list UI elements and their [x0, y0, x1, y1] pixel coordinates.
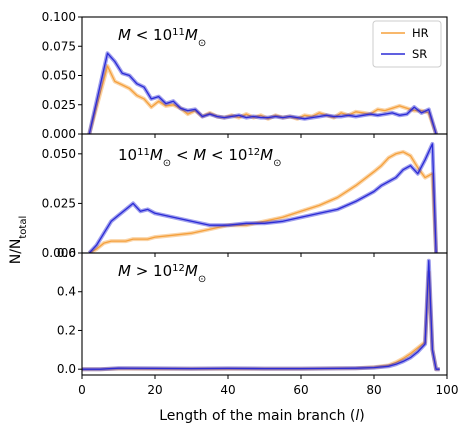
x-tick-label: 20	[147, 383, 162, 397]
series-hr-line	[82, 271, 440, 370]
panel-3-label: M > 1012M⊙	[118, 262, 206, 285]
series-hr-band	[87, 64, 438, 134]
legend-box	[372, 20, 442, 68]
series-sr-line	[88, 52, 437, 134]
legend-label-sr: SR	[412, 47, 427, 61]
y-axis-label: N/Ntotal	[8, 216, 29, 265]
y-tick-label: 0.4	[57, 285, 76, 299]
legend-label-hr: HR	[412, 26, 429, 40]
y-tick-label: 0.2	[57, 323, 76, 337]
y-tick-label: 0.0	[57, 362, 76, 376]
panel-3: 0.0 0.2 0.4 0.6 0 20 40 60 80 100	[57, 246, 459, 397]
y-tick-label: 0.6	[57, 246, 76, 260]
series-hr-panel-2	[88, 149, 439, 253]
series-sr-panel-2	[87, 141, 439, 253]
y-tick-label: 0.000	[42, 246, 76, 260]
panel-2: 0.000 0.025 0.050	[42, 133, 448, 260]
y-tick-label: 0.050	[42, 147, 76, 161]
y-tick-label: 0.075	[42, 39, 76, 53]
y-tick-label: 0.025	[42, 98, 76, 112]
x-tick-label: 60	[293, 383, 308, 397]
y-tick-label: 0.050	[42, 69, 76, 83]
panel-1-label: M < 1011M⊙	[118, 26, 206, 49]
x-tick-label: 0	[78, 383, 86, 397]
series-hr-line	[88, 151, 437, 253]
y-tick-label: 0.000	[42, 127, 76, 141]
legend: HR SR	[372, 20, 442, 68]
y-tick-label: 0.025	[42, 196, 76, 210]
series-hr-panel-1	[87, 64, 438, 134]
series-hr-line	[88, 65, 437, 134]
x-axis-label: Length of the main branch (l)	[159, 408, 364, 424]
series-sr-panel-3	[82, 258, 440, 372]
panel-2-label: 1011M⊙ < M < 1012M⊙	[118, 146, 282, 169]
x-tick-label: 40	[220, 383, 235, 397]
series-hr-band	[88, 149, 439, 253]
series-sr-line	[88, 143, 437, 253]
series-hr-band	[82, 270, 440, 372]
y-tick-label: 0.100	[42, 10, 76, 24]
x-tick-label: 100	[436, 383, 459, 397]
panel-3-frame	[81, 252, 448, 376]
series-sr-panel-1	[87, 51, 439, 134]
x-tick-label: 80	[366, 383, 381, 397]
series-hr-panel-3	[82, 270, 440, 372]
chart-layer: 0.000 0.025 0.050 0.075 0.100 0.000 0.025 0.050…	[42, 10, 459, 397]
series-sr-line	[82, 260, 440, 370]
